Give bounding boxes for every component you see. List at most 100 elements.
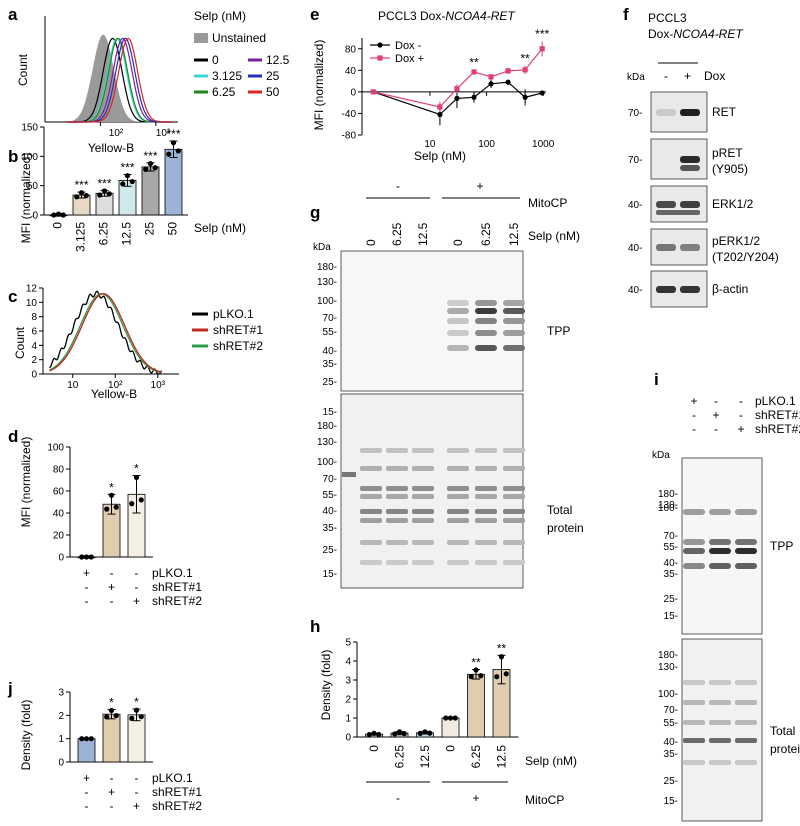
g-total-band (386, 518, 408, 523)
panel-f: f PCCL3 Dox-NCOA4-RET kDa - + Dox 70- RET… (623, 5, 779, 308)
f-band (680, 201, 700, 208)
h-lane-label: 0 (367, 745, 381, 752)
e-xlabel: Selp (nM) (414, 149, 466, 163)
g-total-band (386, 560, 408, 565)
b-data-point (170, 140, 177, 146)
g-total-band (447, 560, 469, 565)
a-legend-label: 0 (212, 53, 219, 67)
g-top-marker: 15- (323, 407, 337, 418)
b-data-point (129, 178, 135, 185)
j-mark: - (110, 799, 114, 813)
j-row-label: pLKO.1 (152, 771, 193, 785)
d-mark: - (135, 566, 139, 580)
f-blot-label-2: (Y905) (712, 162, 748, 176)
b-data-point (120, 181, 126, 187)
g-tpp-band (503, 330, 525, 336)
a-histogram-unstained (67, 34, 173, 123)
i-top-marker: 180- (658, 489, 678, 500)
c-ytick-label: 8 (31, 312, 37, 323)
c-ytick-label: 0 (31, 370, 37, 381)
j-data-point (113, 712, 119, 719)
panel-g: g - + MitoCP Selp (nM) kDa 0 6.25 12.5 0 6.2… (310, 179, 584, 589)
a-legend-label: 3.125 (212, 69, 242, 83)
i-top-marker: 15- (664, 611, 678, 622)
a-xtick-100: 10² (109, 128, 124, 139)
d-ytick-label: 60 (53, 487, 65, 498)
j-data-point (138, 714, 144, 720)
g-lane-label: 0 (364, 239, 378, 246)
h-data-point (443, 715, 449, 721)
j-mark: - (85, 799, 89, 813)
e-series-dox-plus (373, 48, 543, 108)
a-legend-label: Unstained (212, 31, 266, 45)
e-legend-marker (377, 55, 383, 61)
i-tpp-band (709, 539, 731, 545)
g-tpp-band (475, 308, 497, 314)
h-data-point (371, 730, 377, 736)
f-band-lower (680, 165, 700, 171)
g-tpp-band (447, 345, 469, 351)
f-blot-label: ERK1/2 (712, 197, 754, 211)
g-total-band (475, 540, 497, 545)
e-title-italic: NCOA4-RET (445, 9, 516, 23)
j-mark: - (135, 771, 139, 785)
i-total-band (735, 760, 757, 765)
g-bottom-marker: 15- (323, 569, 337, 580)
g-total-band (360, 518, 382, 523)
d-mark: - (110, 566, 114, 580)
e-point-dox-plus (437, 104, 443, 110)
c-histogram-shRET#2 (49, 293, 162, 374)
i-tpp-band (735, 548, 757, 554)
g-lane-labels: 0 6.25 12.5 0 6.25 12.5 (364, 222, 521, 246)
c-ytick-label: 2 (31, 355, 37, 366)
e-point-dox-minus (522, 94, 528, 100)
a-legend-label: 25 (266, 69, 280, 83)
i-tpp-band (735, 563, 757, 569)
j-data-point (104, 714, 110, 720)
b-ytick-label: 0 (32, 211, 38, 222)
i-total-band (735, 738, 757, 743)
d-mark: - (135, 580, 139, 594)
g-total-band (503, 540, 525, 545)
i-tpp-band (735, 539, 757, 545)
i-top-marker: 70- (664, 531, 678, 542)
g-group2-mark: + (476, 179, 483, 193)
h-ytick-label: 1 (345, 714, 351, 725)
h-ytick-label: 0 (345, 733, 351, 744)
i-total-band (683, 738, 705, 743)
j-mark: - (110, 771, 114, 785)
g-bottom-marker: 70- (323, 474, 337, 485)
g-tpp-band (447, 308, 469, 314)
b-ytick-label: 150 (21, 123, 38, 134)
h-data-point (503, 671, 509, 677)
d-sig-label: * (134, 462, 139, 476)
c-histogram-pLKO.1 (49, 290, 163, 375)
e-point-dox-plus (471, 69, 477, 75)
h-lane-label: 6.25 (393, 745, 407, 769)
b-data-point (83, 193, 89, 199)
d-data-point (129, 501, 135, 507)
b-data-point (124, 173, 131, 179)
panel-label-d: d (8, 427, 18, 446)
j-mark: - (85, 785, 89, 799)
f-blot-label: pERK1/2 (712, 234, 760, 248)
i-total-band (709, 720, 731, 725)
i-mark: + (712, 408, 719, 422)
g-tpp-band (503, 308, 525, 314)
g-total-band (360, 466, 382, 471)
i-total-band (709, 738, 731, 743)
g-total-band (503, 494, 525, 499)
i-top-marker: 55- (664, 542, 678, 553)
f-mw-marker: 70- (628, 108, 642, 119)
g-tpp-band (447, 330, 469, 336)
g-total-band (386, 509, 408, 514)
g-top-marker: 70- (323, 313, 337, 324)
f-blot-label: pRET (712, 146, 743, 160)
g-total-band (503, 560, 525, 565)
c-ytick-label: 12 (26, 284, 38, 295)
h-lane-label: 12.5 (495, 745, 509, 769)
f-band-lower (656, 210, 700, 215)
g-tpp-band (447, 300, 469, 306)
i-total-band (683, 700, 705, 705)
b-data-point (55, 211, 62, 217)
